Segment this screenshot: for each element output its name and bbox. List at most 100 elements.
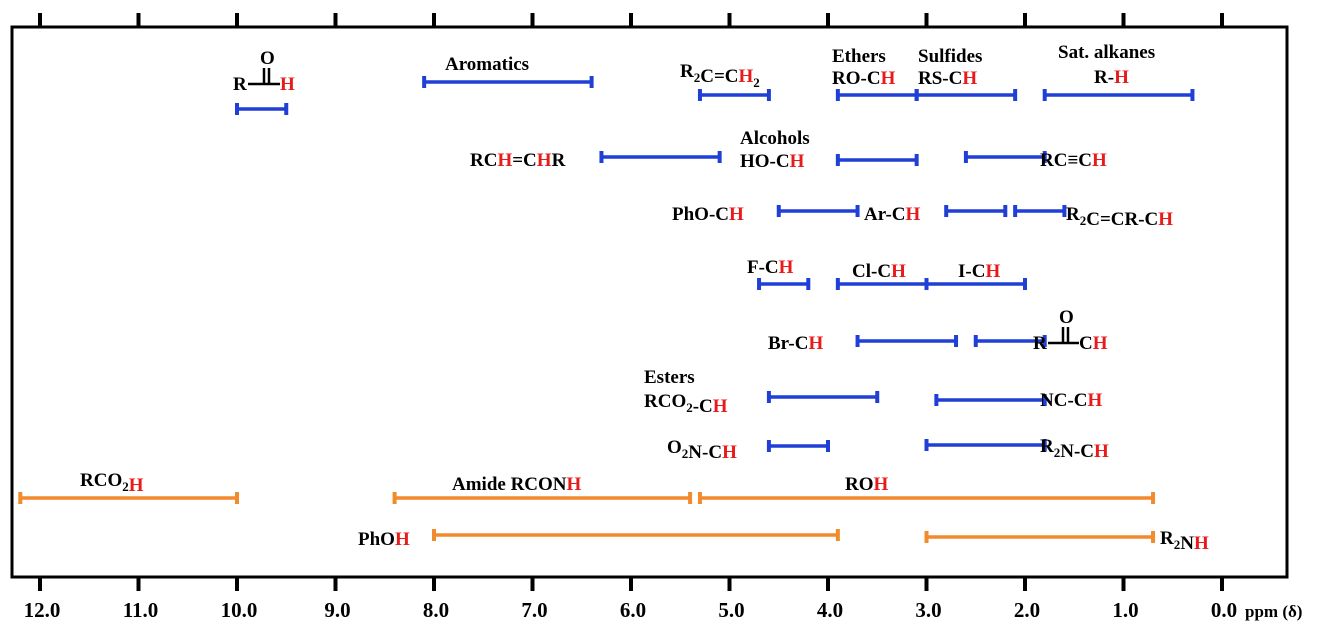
- label-part: N: [1180, 533, 1194, 554]
- label-part: H: [497, 150, 512, 171]
- label-amide: Amide RCONH: [452, 474, 582, 495]
- label-aromatics: Aromatics: [445, 54, 529, 75]
- label-part: H: [280, 74, 295, 95]
- range-bar-aromatics: [422, 76, 594, 88]
- label-part: CH: [1079, 333, 1108, 354]
- label-part: RC≡C: [1040, 150, 1092, 171]
- label-part: 2: [682, 446, 689, 461]
- label-part: H: [891, 261, 906, 282]
- label-part: Sulfides: [918, 46, 982, 67]
- label-part: 2: [1054, 445, 1061, 460]
- range-bar-nitro: [766, 440, 830, 452]
- label-part: I-C: [958, 261, 985, 282]
- label-part: H: [808, 333, 823, 354]
- label-part: R: [680, 61, 694, 82]
- tick-label: 7.0: [521, 598, 547, 622]
- label-esters: RCO2-CH: [644, 391, 728, 417]
- tick-label: 6.0: [620, 598, 646, 622]
- range-bar-iodo: [924, 278, 1027, 290]
- range-bar-amide: [392, 492, 693, 504]
- label-amine: R2N-CH: [1040, 436, 1109, 462]
- label-allylic: R2C=CR-CH: [1066, 204, 1173, 230]
- label-chloro: Cl-CH: [852, 261, 906, 282]
- bottom-tick-marks: [38, 577, 1224, 591]
- label-part: O: [667, 437, 682, 458]
- label-part: Esters: [644, 367, 695, 388]
- label-benzylic: Ar-CH: [864, 204, 921, 225]
- tick-label: 8.0: [423, 598, 449, 622]
- label-part: 2: [753, 75, 760, 90]
- range-bar-allylic: [1013, 205, 1067, 217]
- label-part: 2: [694, 70, 701, 85]
- label-phenol-ether: PhO-CH: [672, 204, 744, 225]
- label-part: RO-C: [832, 68, 881, 89]
- label-alcohols: Alcohols: [740, 128, 810, 149]
- label-part: Br-C: [768, 333, 808, 354]
- label-part: H: [537, 150, 552, 171]
- label-part: H: [713, 396, 728, 417]
- oxygen-atom: O: [260, 48, 275, 69]
- label-part: PhO-C: [672, 204, 729, 225]
- label-amine-nh: R2NH: [1160, 528, 1209, 554]
- range-bar-benzylic: [944, 205, 1008, 217]
- label-part: Ar-C: [864, 204, 906, 225]
- label-part: Cl-C: [852, 261, 891, 282]
- label-alkanes: R-H: [1094, 67, 1129, 88]
- label-vinylidene: R2C=CH2: [680, 61, 760, 90]
- label-phenol-oh: PhOH: [358, 529, 410, 550]
- label-part: H: [729, 204, 744, 225]
- x-axis-label: ppm (δ): [1245, 602, 1302, 621]
- label-alcohol-oh: ROH: [845, 474, 889, 495]
- range-bar-alcohols: [835, 154, 919, 166]
- label-part: PhO: [358, 529, 395, 550]
- range-bar-acid: [18, 492, 239, 504]
- label-part: R: [233, 74, 247, 95]
- label-part: HO-C: [740, 151, 790, 172]
- range-bar-phenol-ether: [776, 205, 860, 217]
- range-bar-vinylidene: [697, 89, 771, 101]
- range-bar-bromo: [855, 335, 959, 347]
- tick-label: 9.0: [324, 598, 350, 622]
- range-bar-amine-nh: [924, 531, 1156, 543]
- label-part: -C: [693, 396, 713, 417]
- label-fluoro: F-CH: [747, 257, 794, 278]
- label-part: H: [1093, 333, 1108, 354]
- label-alcohols: HO-CH: [740, 151, 805, 172]
- label-nitro: O2N-CH: [667, 437, 737, 463]
- label-part: H: [567, 474, 582, 495]
- tick-label: 5.0: [718, 598, 744, 622]
- label-part: NC-C: [1040, 390, 1088, 411]
- label-part: R-: [1094, 67, 1114, 88]
- label-part: H: [1114, 67, 1129, 88]
- range-bar-sulfides: [914, 89, 1018, 101]
- label-part: H: [779, 257, 794, 278]
- range-bar-phenol-oh: [432, 529, 840, 541]
- label-part: RC: [470, 150, 497, 171]
- label-part: C: [1079, 333, 1093, 354]
- label-part: 2: [1080, 213, 1087, 228]
- label-part: H: [874, 474, 889, 495]
- label-part: N-C: [688, 442, 722, 463]
- label-part: F-C: [747, 257, 779, 278]
- label-part: Alcohols: [740, 128, 810, 149]
- tick-label: 0.0: [1211, 598, 1237, 622]
- range-bar-amine: [924, 439, 1047, 451]
- label-part: H: [1194, 533, 1209, 554]
- label-part: R: [1033, 333, 1047, 354]
- label-part: 2: [1174, 537, 1181, 552]
- range-bar-alcohol-oh: [697, 492, 1156, 504]
- label-ethers: Ethers: [832, 46, 886, 67]
- shift-ranges: [18, 76, 1195, 543]
- range-bar-aldehyde: [235, 103, 289, 115]
- label-ethers: RO-CH: [832, 68, 896, 89]
- label-part: Aromatics: [445, 54, 529, 75]
- label-part: C=CR-C: [1086, 209, 1158, 230]
- label-part: C=C: [700, 66, 738, 87]
- tick-label: 4.0: [817, 598, 843, 622]
- label-part: R: [552, 150, 566, 171]
- range-bar-alkene: [599, 151, 722, 163]
- tick-label: 2.0: [1014, 598, 1040, 622]
- label-part: H: [395, 529, 410, 550]
